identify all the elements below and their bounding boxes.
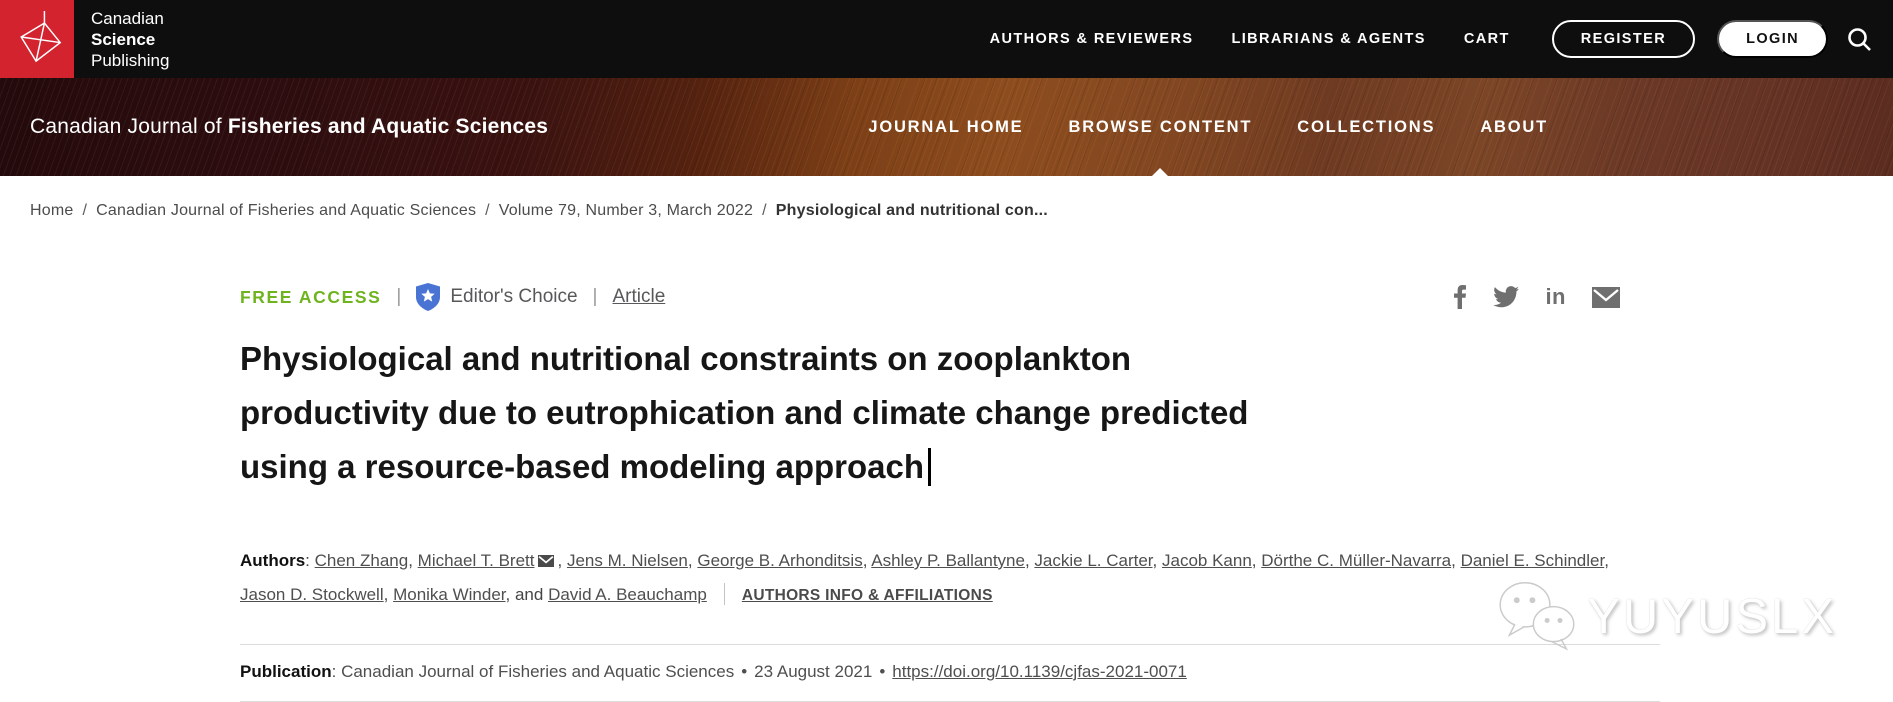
email-envelope-icon[interactable] [537, 545, 554, 578]
badge-row: FREE ACCESS | Editor's Choice | Article … [240, 283, 1660, 311]
doi-link[interactable]: https://doi.org/10.1139/cjfas-2021-0071 [892, 662, 1187, 681]
breadcrumb-separator: / [762, 202, 767, 219]
twitter-icon[interactable] [1493, 286, 1520, 308]
divider [240, 644, 1660, 645]
author-link-monika-winder[interactable]: Monika Winder [393, 585, 506, 604]
author-link-daniel-e-schindler[interactable]: Daniel E. Schindler [1460, 551, 1605, 570]
authors-colon: : [305, 551, 315, 570]
author-link-jacob-kann[interactable]: Jacob Kann [1161, 551, 1252, 570]
publication-bullet: • [741, 662, 748, 681]
header-nav-librarians-agents[interactable]: LIBRARIANS & AGENTS [1231, 31, 1426, 47]
publication-journal: Canadian Journal of Fisheries and Aquati… [341, 662, 735, 681]
logo-line-2: Science [91, 29, 156, 49]
facebook-icon[interactable] [1453, 285, 1467, 309]
email-icon[interactable] [1592, 286, 1620, 308]
author-link-jackie-l-carter[interactable]: Jackie L. Carter [1034, 551, 1153, 570]
journal-title-name: Fisheries and Aquatic Sciences [227, 115, 549, 138]
article-title-text: Physiological and nutritional constraint… [240, 340, 1249, 485]
journal-nav: JOURNAL HOME BROWSE CONTENT COLLECTIONS ABO… [868, 78, 1548, 176]
breadcrumb-link-volume-79-number-3-march-2022[interactable]: Volume 79, Number 3, March 2022 [498, 202, 754, 219]
free-access-badge: FREE ACCESS [240, 286, 382, 307]
authors-info-link[interactable]: AUTHORS INFO & AFFILIATIONS [741, 587, 993, 604]
journal-nav-browse-content[interactable]: BROWSE CONTENT [1068, 118, 1252, 176]
editors-choice-label: Editor's Choice [450, 286, 578, 307]
dropdown-caret-icon [1152, 167, 1169, 176]
badge-separator: | [396, 286, 402, 307]
search-icon[interactable] [1846, 26, 1873, 53]
publication-colon: : [331, 662, 342, 681]
header-nav-cart[interactable]: CART [1463, 31, 1510, 47]
linkedin-icon[interactable]: in [1545, 284, 1566, 309]
badge-separator: | [592, 286, 598, 307]
author-link-david-a-beauchamp[interactable]: David A. Beauchamp [548, 585, 707, 604]
logo-line-1: Canadian [91, 8, 164, 28]
author-link-jason-d-stockwell[interactable]: Jason D. Stockwell [240, 585, 384, 604]
breadcrumb-link-canadian-journal-of-fisheries-and-aquatic-sciences[interactable]: Canadian Journal of Fisheries and Aquati… [96, 202, 477, 219]
breadcrumb-link-home[interactable]: Home [30, 202, 74, 219]
login-button[interactable]: LOGIN [1717, 20, 1828, 58]
article-type-link[interactable]: Article [612, 286, 666, 307]
author-link-michael-t-brett[interactable]: Michael T. Brett [417, 551, 535, 570]
article-content: FREE ACCESS | Editor's Choice | Article … [240, 283, 1660, 702]
publication-label: Publication [240, 662, 332, 681]
journal-nav-journal-home[interactable]: JOURNAL HOME [868, 117, 1024, 136]
author-link-chen-zhang[interactable]: Chen Zhang [314, 551, 409, 570]
text-cursor [928, 448, 931, 486]
authors-info-divider [723, 583, 725, 605]
register-button[interactable]: REGISTER [1551, 20, 1696, 58]
authors-label: Authors [240, 551, 306, 570]
top-header: Canadian Science Publishing AUTHORS & RE… [0, 0, 1893, 78]
journal-title[interactable]: Canadian Journal of Fisheries and Aquati… [30, 115, 548, 139]
journal-banner: Canadian Journal of Fisheries and Aquati… [0, 78, 1893, 176]
csp-logo[interactable] [0, 0, 74, 78]
shield-star-icon [416, 283, 441, 311]
breadcrumb: Home / Canadian Journal of Fisheries and A… [0, 176, 1893, 220]
publication-line: Publication: Canadian Journal of Fisheri… [240, 662, 1660, 682]
breadcrumb-separator: / [82, 202, 88, 219]
author-link-ashley-p-ballantyne[interactable]: Ashley P. Ballantyne [871, 551, 1025, 570]
logo-line-3: Publishing [91, 50, 170, 70]
author-link-jens-m-nielsen[interactable]: Jens M. Nielsen [566, 551, 688, 570]
journal-title-prefix: Canadian Journal of [30, 115, 228, 138]
journal-nav-about[interactable]: ABOUT [1480, 117, 1548, 136]
social-share-bar: in [1453, 284, 1620, 310]
breadcrumb-separator: / [485, 202, 490, 219]
csp-logo-text: Canadian Science Publishing [91, 8, 169, 71]
breadcrumb-current: Physiological and nutritional con... [775, 202, 1048, 219]
publication-bullet: • [879, 662, 886, 681]
publication-date: 23 August 2021 [754, 662, 873, 681]
header-nav: AUTHORS & REVIEWERS LIBRARIANS & AGENTS CA… [952, 20, 1893, 58]
journal-nav-collections[interactable]: COLLECTIONS [1297, 117, 1436, 136]
article-title: Physiological and nutritional constraint… [240, 332, 1630, 494]
header-nav-authors-reviewers[interactable]: AUTHORS & REVIEWERS [989, 31, 1194, 47]
author-link-george-b-arhonditsis[interactable]: George B. Arhonditsis [697, 551, 863, 570]
csp-logo-icon [11, 8, 63, 71]
authors-block: Authors: Chen Zhang, Michael T. Brett, J… [240, 544, 1625, 612]
author-link-d-rthe-c-m-ller-navarra[interactable]: Dörthe C. Müller-Navarra [1261, 551, 1452, 570]
